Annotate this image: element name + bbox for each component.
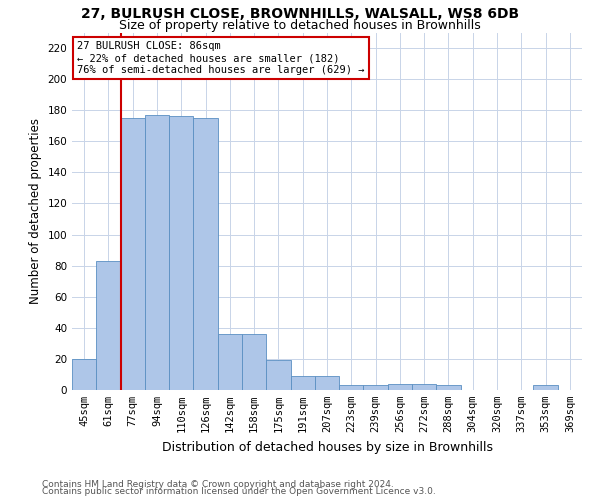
- Bar: [193, 118, 218, 390]
- Bar: [290, 376, 315, 390]
- Bar: [436, 386, 461, 390]
- Bar: [121, 118, 145, 390]
- Bar: [388, 384, 412, 390]
- Bar: [412, 384, 436, 390]
- Text: Contains HM Land Registry data © Crown copyright and database right 2024.: Contains HM Land Registry data © Crown c…: [42, 480, 394, 489]
- Text: 27 BULRUSH CLOSE: 86sqm
← 22% of detached houses are smaller (182)
76% of semi-d: 27 BULRUSH CLOSE: 86sqm ← 22% of detache…: [77, 42, 365, 74]
- Y-axis label: Number of detached properties: Number of detached properties: [29, 118, 42, 304]
- Bar: [364, 386, 388, 390]
- Bar: [72, 359, 96, 390]
- Bar: [242, 334, 266, 390]
- Bar: [218, 334, 242, 390]
- Bar: [169, 116, 193, 390]
- Text: Contains public sector information licensed under the Open Government Licence v3: Contains public sector information licen…: [42, 487, 436, 496]
- Bar: [145, 115, 169, 390]
- Bar: [266, 360, 290, 390]
- Text: 27, BULRUSH CLOSE, BROWNHILLS, WALSALL, WS8 6DB: 27, BULRUSH CLOSE, BROWNHILLS, WALSALL, …: [81, 8, 519, 22]
- Bar: [96, 261, 121, 390]
- Bar: [339, 386, 364, 390]
- Text: Size of property relative to detached houses in Brownhills: Size of property relative to detached ho…: [119, 18, 481, 32]
- Bar: [533, 386, 558, 390]
- Bar: [315, 376, 339, 390]
- X-axis label: Distribution of detached houses by size in Brownhills: Distribution of detached houses by size …: [161, 440, 493, 454]
